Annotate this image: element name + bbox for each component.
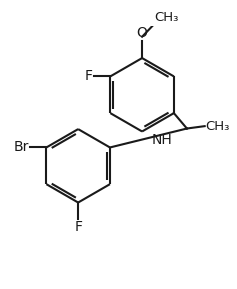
Text: CH₃: CH₃ (154, 12, 178, 25)
Text: NH: NH (152, 133, 173, 147)
Text: CH₃: CH₃ (206, 120, 230, 133)
Text: Br: Br (14, 140, 29, 154)
Text: F: F (74, 220, 82, 234)
Text: O: O (137, 26, 148, 40)
Text: F: F (85, 69, 93, 84)
